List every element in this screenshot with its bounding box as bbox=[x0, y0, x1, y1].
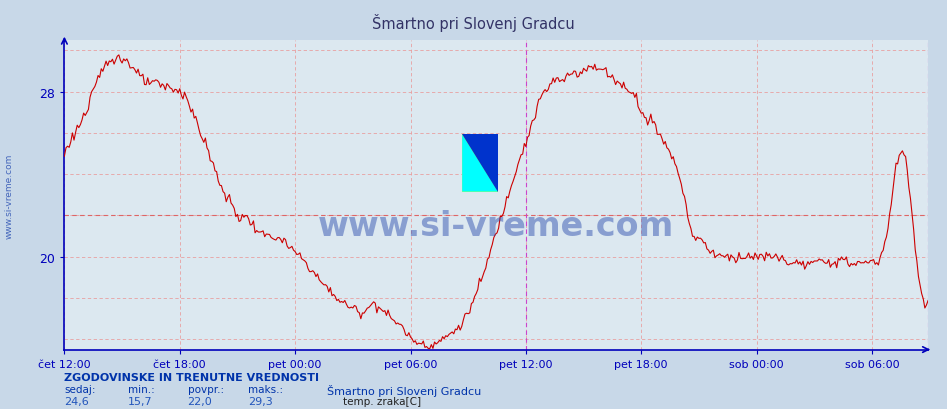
Text: ZGODOVINSKE IN TRENUTNE VREDNOSTI: ZGODOVINSKE IN TRENUTNE VREDNOSTI bbox=[64, 372, 319, 382]
Polygon shape bbox=[462, 135, 498, 192]
Text: Šmartno pri Slovenj Gradcu: Šmartno pri Slovenj Gradcu bbox=[327, 384, 481, 396]
Text: sedaj:: sedaj: bbox=[64, 384, 96, 394]
Text: 22,0: 22,0 bbox=[188, 396, 212, 406]
Text: 29,3: 29,3 bbox=[248, 396, 273, 406]
Text: min.:: min.: bbox=[128, 384, 154, 394]
Text: maks.:: maks.: bbox=[248, 384, 283, 394]
Text: www.si-vreme.com: www.si-vreme.com bbox=[318, 210, 674, 243]
Polygon shape bbox=[462, 135, 498, 192]
Text: temp. zraka[C]: temp. zraka[C] bbox=[343, 396, 420, 406]
Text: www.si-vreme.com: www.si-vreme.com bbox=[5, 154, 14, 239]
Polygon shape bbox=[462, 135, 498, 192]
Text: Šmartno pri Slovenj Gradcu: Šmartno pri Slovenj Gradcu bbox=[372, 14, 575, 32]
Text: 15,7: 15,7 bbox=[128, 396, 152, 406]
Text: 24,6: 24,6 bbox=[64, 396, 89, 406]
Text: povpr.:: povpr.: bbox=[188, 384, 223, 394]
